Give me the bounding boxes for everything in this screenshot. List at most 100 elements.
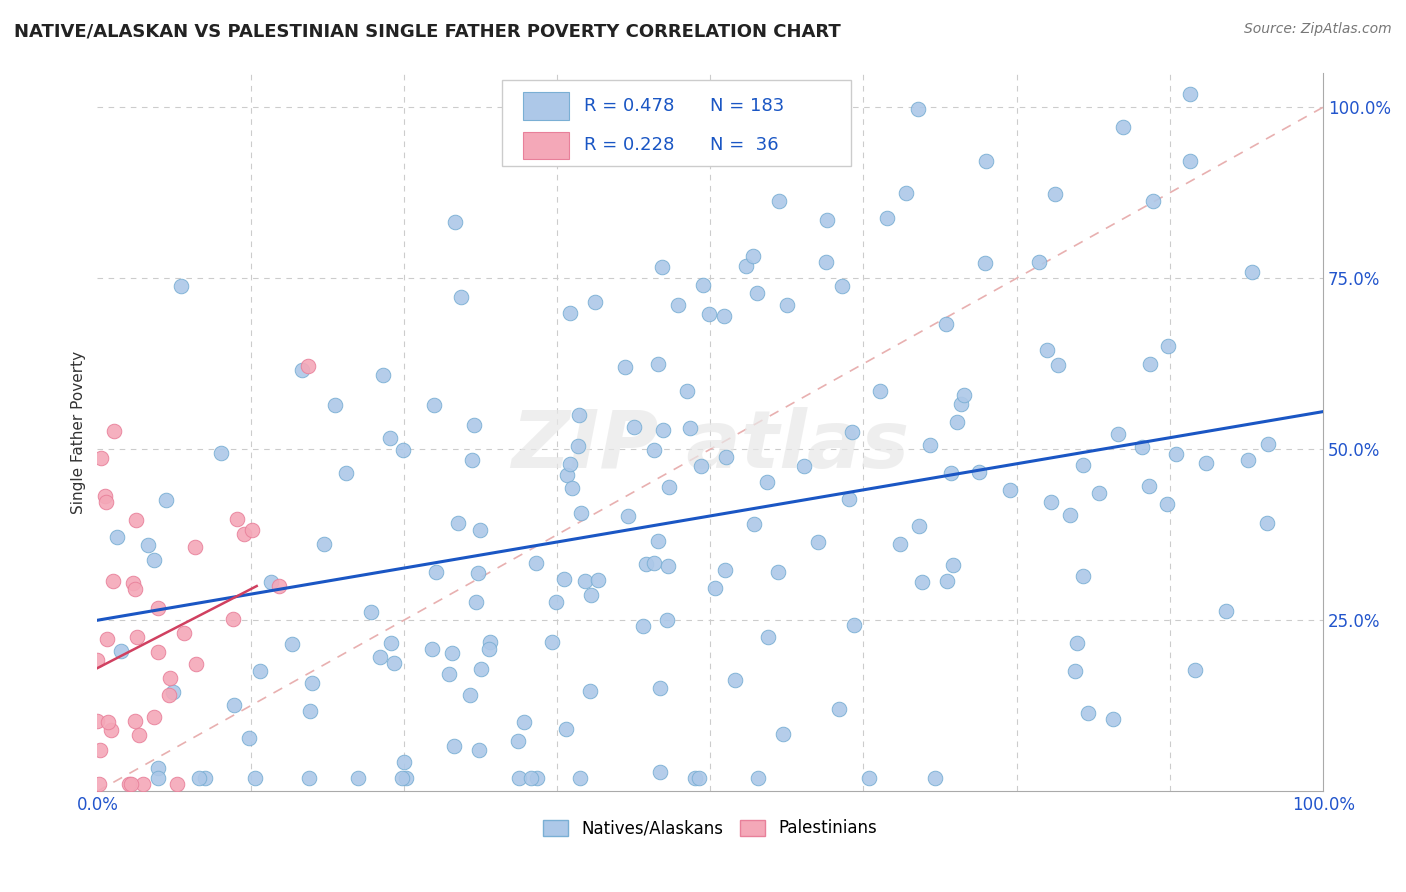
Point (97, 715, 120, 730)
Point (1215, 604, 1237, 618)
Point (838, 492, 860, 507)
Text: N = 183: N = 183 (710, 97, 785, 115)
Point (657, 558, 679, 573)
Point (889, 537, 911, 551)
Bar (523, 132, 569, 159)
Point (643, 556, 665, 570)
Point (447, 516, 470, 530)
Point (391, 771, 413, 785)
Point (613, 360, 636, 375)
Point (347, 771, 370, 785)
Point (269, 579, 291, 593)
Point (1195, 456, 1218, 470)
Point (465, 595, 488, 609)
Point (1164, 447, 1187, 461)
Point (676, 87, 699, 101)
Point (747, 286, 769, 301)
Point (382, 657, 405, 671)
Point (544, 595, 567, 609)
Point (301, 676, 323, 690)
Point (579, 588, 602, 602)
Point (425, 565, 447, 579)
Point (458, 688, 481, 702)
Point (110, 644, 132, 658)
Text: ZIP atlas: ZIP atlas (512, 408, 910, 485)
Point (94, 494, 117, 508)
Point (166, 777, 188, 791)
Point (143, 710, 166, 724)
Point (124, 582, 146, 596)
Point (1107, 426, 1129, 441)
Point (828, 701, 851, 715)
Point (974, 154, 997, 169)
Point (918, 437, 941, 451)
Point (583, 294, 606, 309)
Point (599, 87, 621, 101)
Point (689, 458, 711, 473)
Point (1039, 495, 1062, 509)
Point (478, 641, 501, 656)
Point (184, 540, 207, 554)
Point (105, 530, 128, 544)
Point (558, 306, 581, 320)
Point (704, 581, 727, 595)
Point (586, 573, 609, 587)
Point (869, 384, 891, 398)
Point (953, 388, 976, 402)
Point (508, 771, 530, 785)
Point (1077, 706, 1099, 720)
Point (815, 212, 838, 227)
Text: R = 0.478: R = 0.478 (583, 97, 675, 115)
Point (122, 576, 145, 591)
Point (1059, 508, 1081, 522)
Point (842, 618, 865, 632)
Point (159, 671, 181, 685)
Point (876, 211, 898, 226)
Point (443, 739, 465, 754)
Point (524, 556, 547, 570)
Point (772, 727, 794, 741)
Y-axis label: Single Father Poverty: Single Father Poverty (72, 351, 86, 514)
Point (935, 318, 957, 332)
Point (655, 613, 678, 627)
Point (125, 513, 148, 527)
Point (470, 662, 492, 676)
Point (526, 771, 548, 785)
Point (368, 649, 391, 664)
Point (949, 397, 972, 411)
Text: Source: ZipAtlas.com: Source: ZipAtlas.com (1244, 22, 1392, 37)
Point (775, 298, 797, 312)
Point (714, 564, 737, 578)
Point (555, 468, 578, 483)
Point (1087, 486, 1109, 500)
Point (1157, 339, 1180, 353)
Point (143, 553, 166, 567)
Point (666, 298, 689, 312)
Point (896, 186, 918, 200)
Point (90, 451, 112, 466)
Point (713, 310, 735, 324)
Point (647, 357, 669, 371)
Point (941, 467, 963, 481)
Point (1046, 359, 1069, 373)
Point (118, 777, 141, 791)
Point (120, 777, 142, 791)
Point (1156, 497, 1178, 511)
Point (683, 771, 706, 785)
Point (291, 363, 314, 377)
Point (716, 450, 738, 465)
Point (766, 565, 789, 579)
Point (479, 635, 502, 649)
Point (907, 102, 929, 116)
Point (392, 755, 415, 769)
Point (631, 618, 654, 632)
Point (1036, 343, 1059, 357)
Text: R = 0.228: R = 0.228 (583, 136, 675, 154)
Point (1043, 187, 1066, 202)
Point (155, 493, 177, 508)
Point (468, 743, 491, 757)
Point (437, 667, 460, 681)
Point (1139, 358, 1161, 372)
Point (86, 652, 108, 666)
Point (148, 645, 170, 659)
